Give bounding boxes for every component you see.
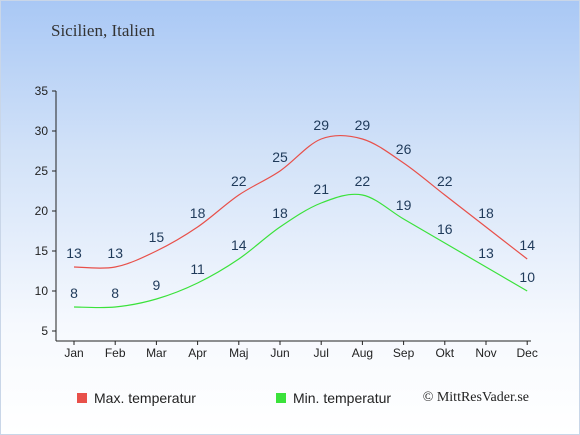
data-label-max: 15	[149, 229, 165, 245]
data-label-max: 18	[190, 205, 206, 221]
data-label-max: 29	[355, 117, 371, 133]
y-tick-label: 15	[35, 244, 49, 258]
y-tick-label: 30	[35, 124, 49, 138]
legend-item-max: Max. temperatur	[77, 390, 196, 406]
legend-item-min: Min. temperatur	[276, 390, 391, 406]
x-tick-label: Dec	[517, 346, 538, 360]
x-tick-label: Feb	[105, 346, 126, 360]
data-label-min: 8	[111, 285, 119, 301]
data-label-min: 9	[153, 277, 161, 293]
x-tick-label: Jul	[314, 346, 329, 360]
data-label-max: 13	[107, 245, 123, 261]
x-tick-label: Maj	[229, 346, 248, 360]
series-line-min	[73, 193, 528, 309]
y-tick-label: 35	[35, 84, 49, 98]
chart-title: Sicilien, Italien	[51, 21, 155, 40]
x-tick-label: Mar	[146, 346, 167, 360]
x-tick-label: Jun	[270, 346, 289, 360]
data-label-max: 22	[437, 173, 453, 189]
data-label-min: 18	[272, 205, 288, 221]
data-label-min: 19	[396, 197, 412, 213]
x-tick-label: Aug	[352, 346, 373, 360]
x-tick-label: Apr	[188, 346, 207, 360]
data-label-min: 13	[478, 245, 494, 261]
data-label-max: 18	[478, 205, 494, 221]
x-tick-label: Sep	[393, 346, 415, 360]
data-label-max: 13	[66, 245, 82, 261]
data-label-min: 8	[70, 285, 78, 301]
data-label-max: 25	[272, 149, 288, 165]
credit-text: © MittResVader.se	[422, 390, 529, 405]
y-tick-label: 5	[41, 324, 48, 338]
data-label-min: 22	[355, 173, 371, 189]
data-label-min: 11	[190, 261, 205, 277]
data-label-max: 22	[231, 173, 247, 189]
data-label-max: 29	[313, 117, 329, 133]
data-label-min: 16	[437, 221, 453, 237]
legend-label-min: Min. temperatur	[293, 390, 392, 406]
legend-label-max: Max. temperatur	[94, 390, 196, 406]
legend-swatch-min	[276, 393, 286, 403]
x-tick-label: Jan	[64, 346, 83, 360]
data-label-max: 26	[396, 141, 412, 157]
data-label-max: 14	[519, 237, 535, 253]
data-label-min: 10	[519, 269, 535, 285]
y-tick-label: 25	[35, 164, 49, 178]
data-label-min: 14	[231, 237, 247, 253]
data-label-min: 21	[313, 181, 329, 197]
x-tick-label: Nov	[475, 346, 496, 360]
legend-swatch-max	[77, 393, 87, 403]
y-tick-label: 20	[35, 204, 49, 218]
series-line-max	[73, 134, 528, 269]
y-tick-label: 10	[35, 284, 49, 298]
x-tick-label: Okt	[435, 346, 454, 360]
